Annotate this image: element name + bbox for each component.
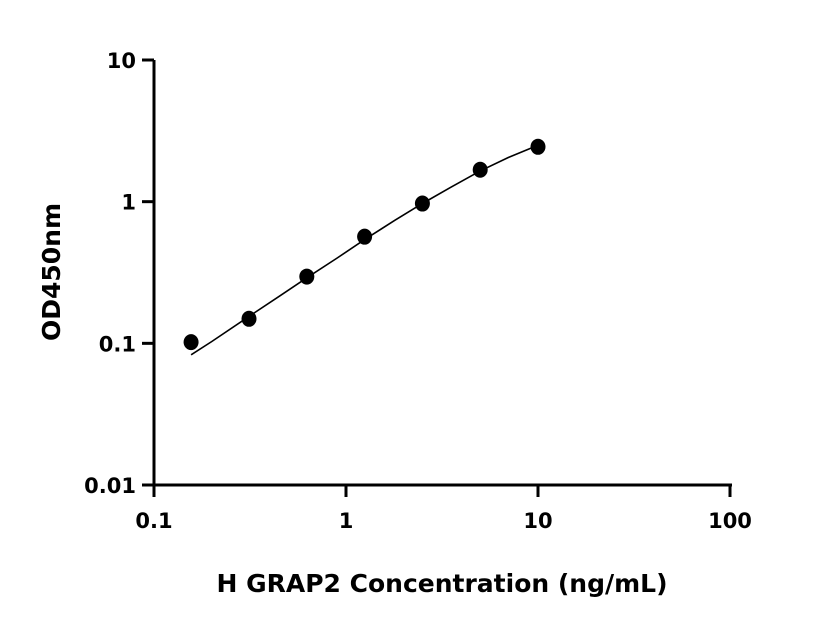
axes — [142, 58, 732, 497]
data-point — [183, 334, 199, 351]
y-tick-label: 1 — [121, 191, 136, 215]
y-axis-label: OD450nm — [37, 203, 66, 341]
x-tick-label: 1 — [339, 509, 354, 533]
data-points — [183, 138, 546, 351]
data-point — [357, 228, 373, 245]
y-tick-label: 0.1 — [99, 332, 136, 356]
y-tick-label: 0.01 — [84, 474, 136, 498]
x-tick-label: 100 — [708, 509, 752, 533]
x-axis-label: H GRAP2 Concentration (ng/mL) — [216, 569, 667, 598]
data-point — [241, 310, 257, 327]
data-point — [530, 138, 546, 155]
data-point — [472, 161, 488, 178]
x-tick-label: 0.1 — [135, 509, 172, 533]
x-tick-label: 10 — [523, 509, 552, 533]
x-tick-labels: 0.1 1 10 100 — [135, 509, 752, 533]
data-point — [414, 195, 430, 212]
y-tick-label: 10 — [107, 49, 136, 73]
y-tick-labels: 0.01 0.1 1 10 — [84, 49, 136, 498]
data-point — [299, 268, 315, 285]
